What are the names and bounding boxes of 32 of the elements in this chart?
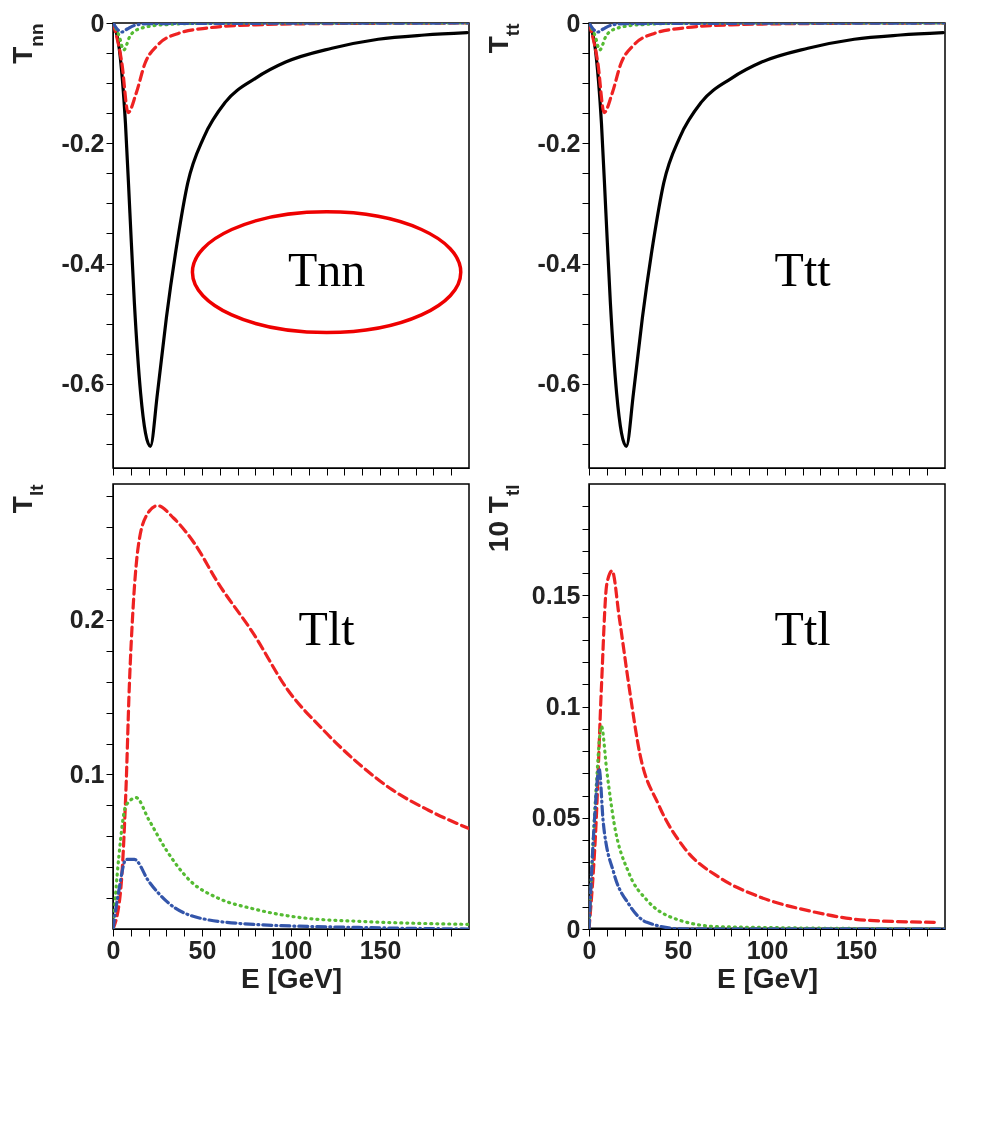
y-tick-label: -0.2 bbox=[61, 128, 105, 157]
y-tick-label: -0.4 bbox=[537, 249, 581, 278]
y-tick-label: 0 bbox=[566, 914, 581, 943]
y-tick-label: -0.4 bbox=[61, 249, 105, 278]
y-tick-label: 0.1 bbox=[545, 692, 581, 720]
x-tick-label: 150 bbox=[835, 935, 878, 964]
annotation: Tlt bbox=[298, 601, 356, 655]
annotation: Ttl bbox=[774, 601, 831, 655]
y-tick-label: 0 bbox=[566, 8, 581, 37]
y-tick-label: 0 bbox=[90, 8, 105, 37]
x-axis-title: E [GeV] bbox=[716, 962, 819, 994]
y-tick-label: -0.6 bbox=[61, 369, 105, 398]
y-tick-label: -0.2 bbox=[537, 128, 581, 157]
x-tick-label: 100 bbox=[746, 935, 789, 964]
line-series bbox=[589, 23, 945, 34]
y-tick-label: 0.1 bbox=[69, 759, 105, 788]
y-tick-label: 0.15 bbox=[531, 580, 581, 609]
line-series bbox=[113, 23, 469, 52]
y-tick-label: 0.05 bbox=[531, 803, 581, 832]
line-series bbox=[113, 23, 469, 34]
annotation: Ttt bbox=[774, 243, 832, 297]
y-tick-label: -0.6 bbox=[537, 369, 581, 398]
y-tick-label: 0.2 bbox=[69, 605, 105, 634]
x-tick-label: 50 bbox=[664, 935, 693, 964]
annotation: Tnn bbox=[287, 243, 366, 297]
x-axis-title: E [GeV] bbox=[240, 962, 343, 994]
line-series bbox=[589, 23, 945, 52]
line-series bbox=[589, 23, 945, 115]
x-tick-label: 50 bbox=[188, 935, 217, 964]
x-tick-label: 150 bbox=[359, 935, 402, 964]
line-series bbox=[113, 23, 469, 115]
x-tick-label: 100 bbox=[270, 935, 313, 964]
